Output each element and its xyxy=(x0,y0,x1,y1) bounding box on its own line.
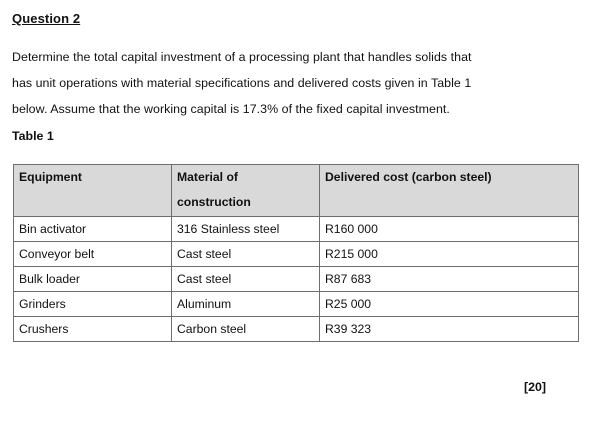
question-heading: Question 2 xyxy=(12,11,81,26)
table-row: Bin activator 316 Stainless steel R160 0… xyxy=(13,216,579,242)
question-text: Determine the total capital investment o… xyxy=(12,44,572,122)
column-header-material: Material of construction xyxy=(171,164,320,217)
table-row: Crushers Carbon steel R39 323 xyxy=(13,316,579,342)
table-row: Conveyor belt Cast steel R215 000 xyxy=(13,241,579,267)
equipment-cell: Conveyor belt xyxy=(13,241,172,267)
equipment-table: Equipment Material of construction Deliv… xyxy=(13,164,579,342)
material-cell: Cast steel xyxy=(171,241,320,267)
column-header-delivered-cost: Delivered cost (carbon steel) xyxy=(319,164,579,217)
equipment-cell: Bin activator xyxy=(13,216,172,242)
cost-cell: R160 000 xyxy=(319,216,579,242)
equipment-cell: Crushers xyxy=(13,316,172,342)
table-caption: Table 1 xyxy=(12,129,54,143)
question-line: below. Assume that the working capital i… xyxy=(12,102,450,116)
equipment-cell: Bulk loader xyxy=(13,266,172,292)
question-line: has unit operations with material specif… xyxy=(12,76,472,90)
material-cell: Aluminum xyxy=(171,291,320,317)
cost-cell: R215 000 xyxy=(319,241,579,267)
marks-allocation: [20] xyxy=(524,380,547,394)
question-line: Determine the total capital investment o… xyxy=(12,50,472,64)
table-header-row: Equipment Material of construction Deliv… xyxy=(13,164,579,217)
material-cell: 316 Stainless steel xyxy=(171,216,320,242)
equipment-cell: Grinders xyxy=(13,291,172,317)
cost-cell: R87 683 xyxy=(319,266,579,292)
table-row: Grinders Aluminum R25 000 xyxy=(13,291,579,317)
column-header-equipment: Equipment xyxy=(13,164,172,217)
cost-cell: R25 000 xyxy=(319,291,579,317)
material-cell: Cast steel xyxy=(171,266,320,292)
material-cell: Carbon steel xyxy=(171,316,320,342)
table-row: Bulk loader Cast steel R87 683 xyxy=(13,266,579,292)
cost-cell: R39 323 xyxy=(319,316,579,342)
